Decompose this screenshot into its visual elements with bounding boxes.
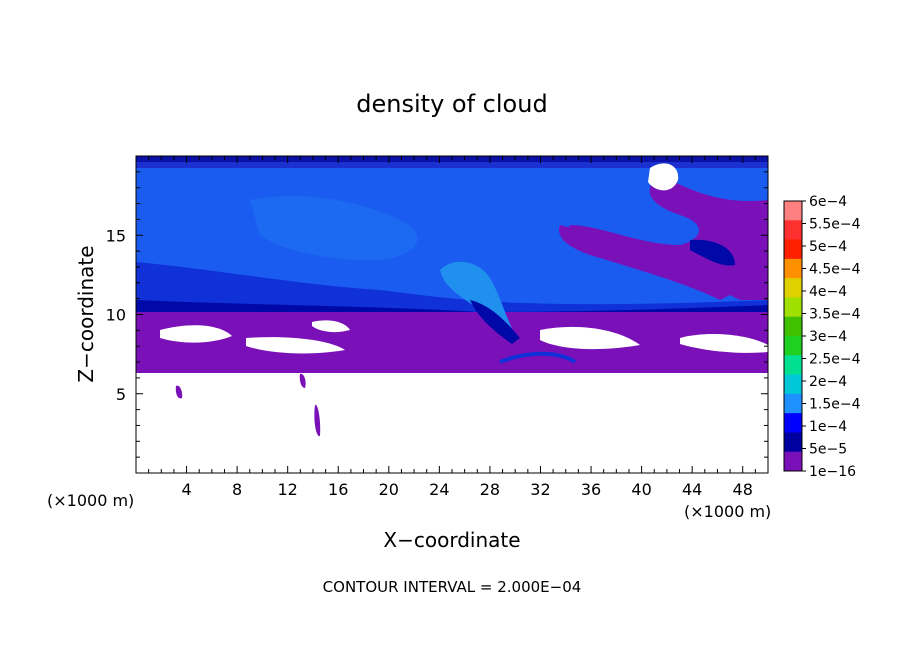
- colorbar-label: 1e−16: [809, 464, 856, 480]
- colorbar-swatch: [784, 201, 802, 221]
- y-axis-label: Z−coordinate: [74, 245, 98, 382]
- field-anvil-core: [690, 239, 735, 266]
- colorbar-label: 3e−4: [809, 329, 847, 345]
- field-clear-hole-right: [540, 326, 640, 350]
- colorbar-label: 4.5e−4: [809, 262, 861, 278]
- colorbar-label: 2e−4: [809, 374, 847, 390]
- colorbar-swatch: [784, 316, 802, 337]
- density-field: [136, 156, 768, 473]
- colorbar-label: 6e−4: [809, 194, 847, 210]
- chart-title: density of cloud: [356, 90, 547, 118]
- colorbar-label: 1.5e−4: [809, 397, 861, 413]
- x-tick-label: 28: [480, 480, 500, 499]
- x-units-label-left: (×1000 m): [47, 491, 134, 510]
- colorbar-swatch: [784, 297, 802, 318]
- x-tick-label: 32: [530, 480, 550, 499]
- x-axis: 4 8 12 16 20 24 28 32 36 40 44 48: [148, 156, 756, 499]
- contour-interval-note: CONTOUR INTERVAL = 2.000E−04: [323, 578, 582, 596]
- colorbar-swatch: [784, 258, 802, 279]
- x-tick-label: 12: [278, 480, 298, 499]
- colorbar-swatch: [784, 374, 802, 395]
- field-cloud-blob-2: [314, 404, 321, 437]
- x-tick-label: 20: [379, 480, 399, 499]
- x-tick-label: 40: [631, 480, 651, 499]
- field-clear-hole-left: [160, 325, 232, 343]
- x-tick-label: 16: [328, 480, 348, 499]
- colorbar: 6e−4 5.5e−4 5e−4 4.5e−4 4e−4 3.5e−4 3e−4 2.5e−4…: [783, 194, 861, 480]
- field-clear-hole-top: [648, 163, 679, 191]
- field-plume-dark: [470, 300, 520, 344]
- x-tick-label: 44: [682, 480, 702, 499]
- colorbar-swatch: [784, 239, 802, 260]
- x-tick-label: 24: [429, 480, 449, 499]
- field-clear-hole-bump: [312, 320, 350, 333]
- field-lower-arc: [499, 351, 577, 364]
- field-anvil-plume: [568, 175, 768, 300]
- colorbar-label: 5e−4: [809, 239, 847, 255]
- x-tick-label: 48: [733, 480, 753, 499]
- colorbar-swatch: [784, 451, 802, 472]
- x-tick-label: 36: [581, 480, 601, 499]
- colorbar-swatch: [784, 393, 802, 414]
- colorbar-swatch: [784, 220, 802, 241]
- colorbar-swatch: [784, 278, 802, 298]
- x-tick-label: 8: [232, 480, 242, 499]
- field-lower-blue-band: [136, 262, 768, 312]
- x-units-label-right: (×1000 m): [684, 502, 771, 521]
- colorbar-label: 3.5e−4: [809, 307, 861, 323]
- colorbar-label: 5.5e−4: [809, 217, 861, 233]
- colorbar-label: 4e−4: [809, 284, 847, 300]
- y-tick-label: 10: [106, 306, 126, 325]
- colorbar-label: 5e−5: [809, 442, 847, 458]
- colorbar-label: 2.5e−4: [809, 352, 861, 368]
- colorbar-swatch: [784, 413, 802, 433]
- colorbar-swatch: [784, 336, 802, 356]
- colorbar-label: 1e−4: [809, 419, 847, 435]
- field-clear-hole-far-right: [680, 334, 768, 353]
- x-axis-label: X−coordinate: [383, 528, 520, 552]
- field-clear-hole-mid: [246, 337, 345, 354]
- x-tick-label: 4: [181, 480, 191, 499]
- field-cloud-band: [136, 305, 768, 373]
- y-axis: 5 10 15: [106, 171, 768, 458]
- y-tick-label: 5: [116, 385, 126, 404]
- field-anvil-arm: [559, 225, 730, 300]
- field-dark-band: [136, 300, 768, 312]
- field-cloud-blob-1: [175, 385, 183, 399]
- colorbar-swatch: [784, 355, 802, 376]
- colorbar-swatch: [784, 432, 802, 453]
- field-upper-blob: [250, 196, 418, 261]
- y-tick-label: 15: [106, 226, 126, 245]
- field-cloud-blob-3: [299, 373, 306, 388]
